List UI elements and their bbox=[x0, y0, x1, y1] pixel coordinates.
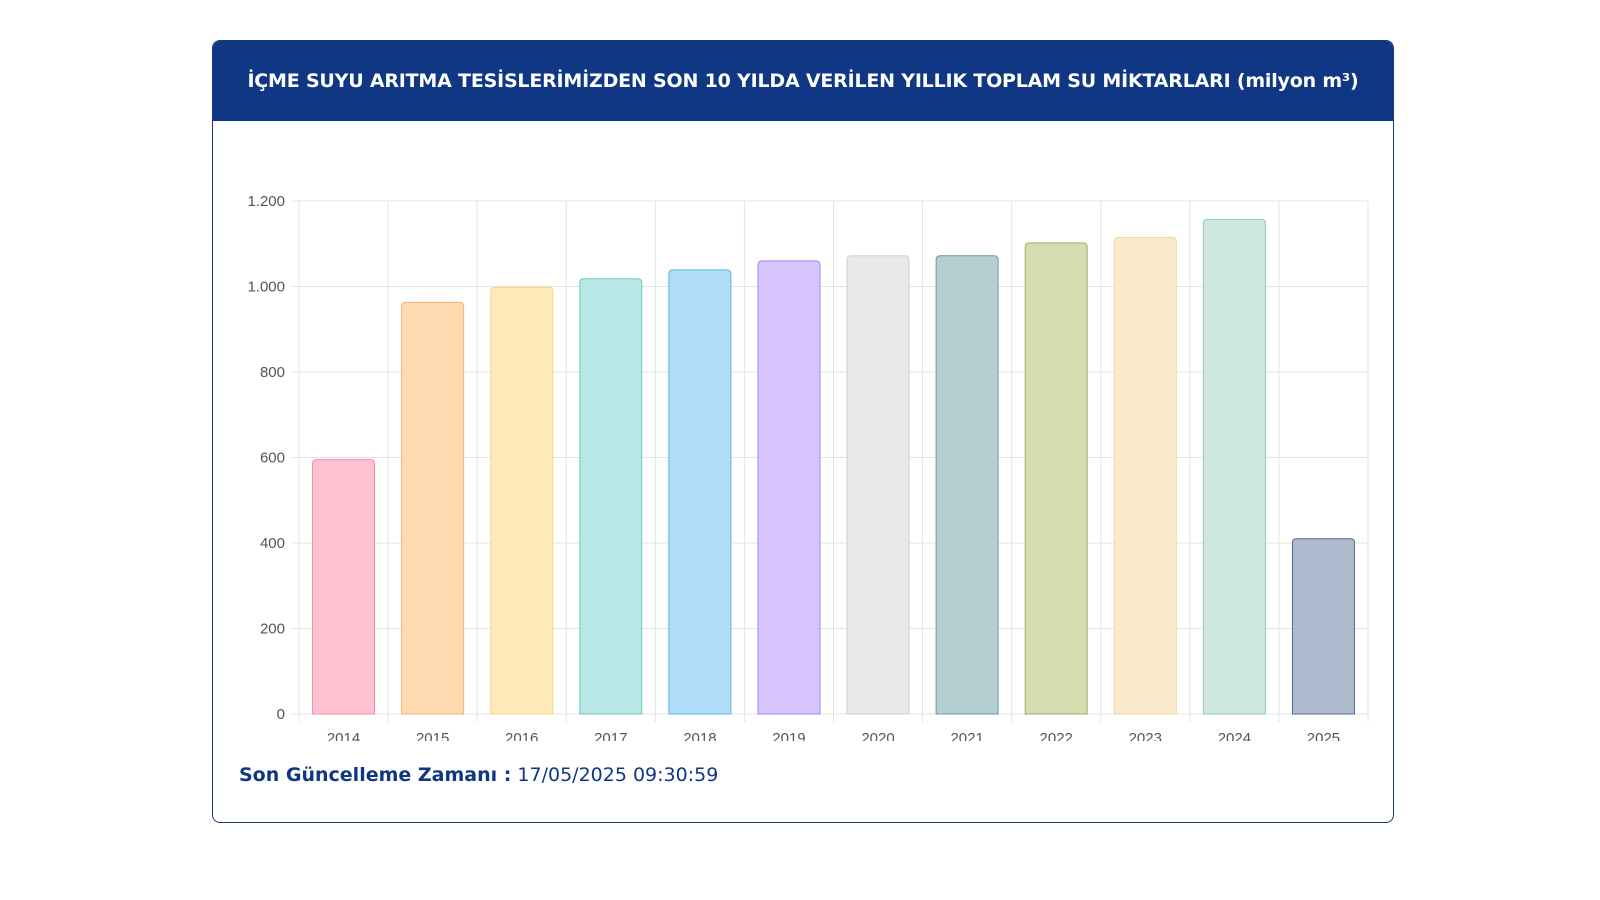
bar-2016[interactable] bbox=[490, 286, 554, 715]
bar-2020[interactable] bbox=[846, 255, 910, 715]
x-tick-label: 2018 bbox=[683, 730, 716, 741]
bar-2018[interactable] bbox=[668, 269, 732, 715]
y-tick-label: 1.200 bbox=[247, 193, 285, 210]
bar-2017[interactable] bbox=[579, 278, 643, 715]
x-tick-label: 2025 bbox=[1307, 730, 1340, 741]
bar-2023[interactable] bbox=[1113, 236, 1177, 715]
y-axis-ticks: 0 200 400 600 800 1.000 1.200 bbox=[247, 193, 285, 723]
x-tick-label: 2020 bbox=[861, 730, 894, 741]
bar-2024[interactable] bbox=[1202, 218, 1266, 715]
y-tick-label: 800 bbox=[260, 364, 285, 381]
x-tick-label: 2023 bbox=[1129, 730, 1162, 741]
x-tick-label: 2019 bbox=[772, 730, 805, 741]
x-tick-label: 2022 bbox=[1040, 730, 1073, 741]
x-tick-label: 2021 bbox=[950, 730, 983, 741]
x-tick-label: 2016 bbox=[505, 730, 538, 741]
x-axis-ticks: 2014 2015 2016 2017 2018 2019 2020 2021 2022 2023… bbox=[327, 730, 1340, 741]
x-tick-label: 2015 bbox=[416, 730, 449, 741]
y-tick-label: 0 bbox=[277, 706, 285, 723]
y-tick-label: 1.000 bbox=[247, 279, 285, 296]
chart-bars bbox=[312, 218, 1355, 715]
bar-2019[interactable] bbox=[757, 260, 821, 715]
chart-card: İÇME SUYU ARITMA TESİSLERİMİZDEN SON 10 … bbox=[212, 40, 1394, 823]
chart-grid bbox=[291, 200, 1369, 722]
y-tick-label: 400 bbox=[260, 535, 285, 552]
y-tick-label: 200 bbox=[260, 621, 285, 638]
bar-2014[interactable] bbox=[312, 459, 376, 715]
chart-title: İÇME SUYU ARITMA TESİSLERİMİZDEN SON 10 … bbox=[247, 70, 1359, 92]
bar-2015[interactable] bbox=[401, 301, 465, 715]
x-tick-label: 2024 bbox=[1218, 730, 1251, 741]
x-tick-label: 2014 bbox=[327, 730, 360, 741]
last-updated-value: 17/05/2025 09:30:59 bbox=[517, 764, 719, 786]
bar-2022[interactable] bbox=[1024, 242, 1088, 715]
y-tick-label: 600 bbox=[260, 450, 285, 467]
bar-2025[interactable] bbox=[1291, 538, 1355, 715]
last-updated-label: Son Güncelleme Zamanı : bbox=[239, 764, 512, 786]
bar-2021[interactable] bbox=[935, 255, 999, 715]
bar-chart: 0 200 400 600 800 1.000 1.200 2014 2015 2016 2017… bbox=[247, 193, 1369, 741]
card-header: İÇME SUYU ARITMA TESİSLERİMİZDEN SON 10 … bbox=[213, 41, 1393, 121]
last-updated: Son Güncelleme Zamanı : 17/05/2025 09:30… bbox=[239, 764, 718, 786]
x-tick-label: 2017 bbox=[594, 730, 627, 741]
